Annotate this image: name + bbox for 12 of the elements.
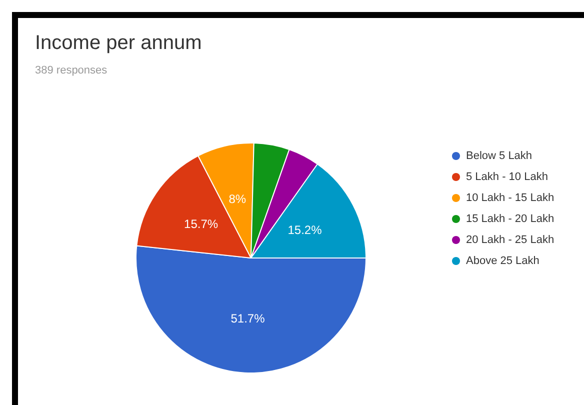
- legend-label: 5 Lakh - 10 Lakh: [466, 171, 548, 183]
- legend-label: 15 Lakh - 20 Lakh: [466, 213, 554, 225]
- data-label: 15.2%: [288, 223, 322, 238]
- legend-label: 10 Lakh - 15 Lakh: [466, 192, 554, 204]
- legend-label: 20 Lakh - 25 Lakh: [466, 234, 554, 246]
- chart-title: Income per annum: [35, 32, 202, 54]
- chart-subtitle: 389 responses: [35, 64, 108, 76]
- data-label: 51.7%: [230, 311, 266, 326]
- legend-label: Above 25 Lakh: [466, 255, 540, 267]
- data-label: 15.7%: [184, 216, 218, 231]
- data-label: 8%: [228, 192, 246, 206]
- legend-label: Below 5 Lakh: [466, 150, 532, 162]
